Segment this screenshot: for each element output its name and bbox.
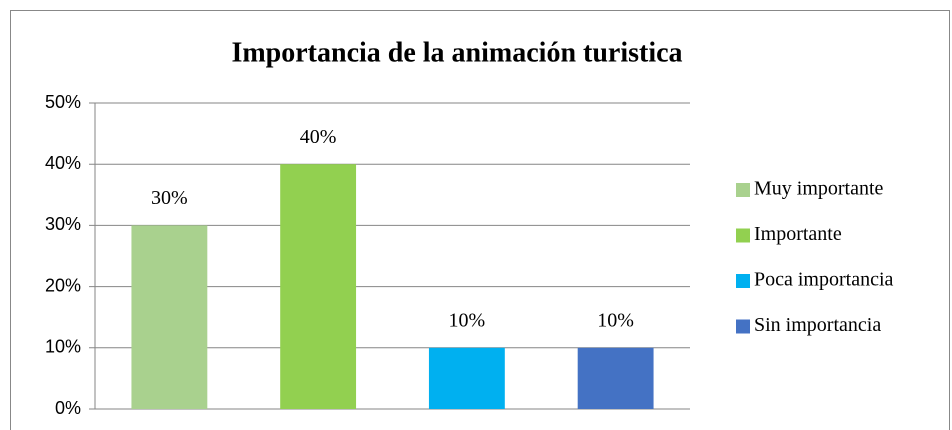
y-tick-label: 50% (45, 92, 81, 112)
bar (131, 225, 208, 409)
legend-swatch (736, 183, 750, 197)
y-tick-label: 40% (45, 153, 81, 173)
data-label: 40% (300, 126, 337, 148)
chart-title: Importancia de la animación turistica (231, 37, 682, 68)
legend-swatch (736, 274, 750, 288)
legend-label: Sin importancia (754, 314, 881, 336)
legend-label: Muy importante (754, 178, 884, 200)
bar (280, 164, 357, 409)
data-label: 30% (151, 187, 188, 209)
bar (577, 347, 654, 409)
y-tick-label: 10% (45, 337, 81, 357)
data-label: 10% (449, 309, 486, 331)
legend-swatch (736, 319, 750, 334)
legend-label: Importante (754, 223, 842, 245)
bar (428, 347, 505, 409)
chart-frame (10, 10, 950, 430)
data-label: 10% (597, 309, 634, 331)
y-tick-label: 20% (45, 275, 81, 295)
y-tick-label: 0% (55, 398, 81, 418)
legend-swatch (736, 228, 750, 243)
legend-label: Poca importancia (754, 269, 894, 291)
y-tick-label: 30% (45, 214, 81, 234)
